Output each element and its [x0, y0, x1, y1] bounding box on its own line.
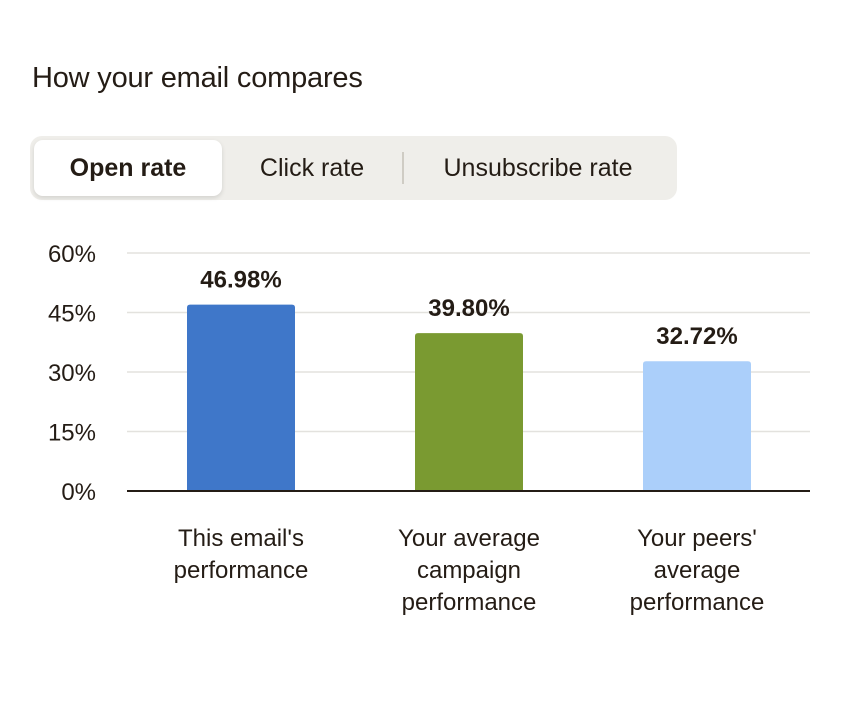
y-tick-label: 45%: [48, 301, 96, 328]
bar-3[interactable]: [643, 361, 751, 491]
x-category-label: Your average: [398, 525, 540, 552]
y-tick-label: 15%: [48, 420, 96, 447]
bar-1[interactable]: [187, 304, 295, 491]
y-tick-label: 0%: [61, 479, 96, 506]
y-tick-label: 30%: [48, 360, 96, 387]
bar-value-label: 32.72%: [656, 323, 737, 350]
x-category-label: Your peers': [637, 525, 757, 552]
x-category-label: performance: [402, 589, 537, 616]
page-title: How your email compares: [32, 62, 363, 94]
x-category-label: performance: [630, 589, 765, 616]
tab-click-rate[interactable]: Click rate: [259, 153, 365, 182]
x-category-label: performance: [174, 557, 309, 584]
x-category-label: This email's: [178, 525, 304, 552]
bar-value-label: 46.98%: [200, 267, 281, 294]
x-category-label: campaign: [417, 557, 521, 584]
bar-value-label: 39.80%: [428, 295, 509, 322]
tab-open-rate[interactable]: Open rate: [34, 140, 222, 196]
tab-divider: [402, 152, 404, 184]
x-category-label: average: [654, 557, 741, 584]
metric-tab-group: Open rate Click rate Unsubscribe rate: [30, 136, 677, 200]
tab-unsubscribe-rate[interactable]: Unsubscribe rate: [443, 153, 633, 182]
bar-2[interactable]: [415, 333, 523, 491]
y-tick-label: 60%: [48, 241, 96, 268]
